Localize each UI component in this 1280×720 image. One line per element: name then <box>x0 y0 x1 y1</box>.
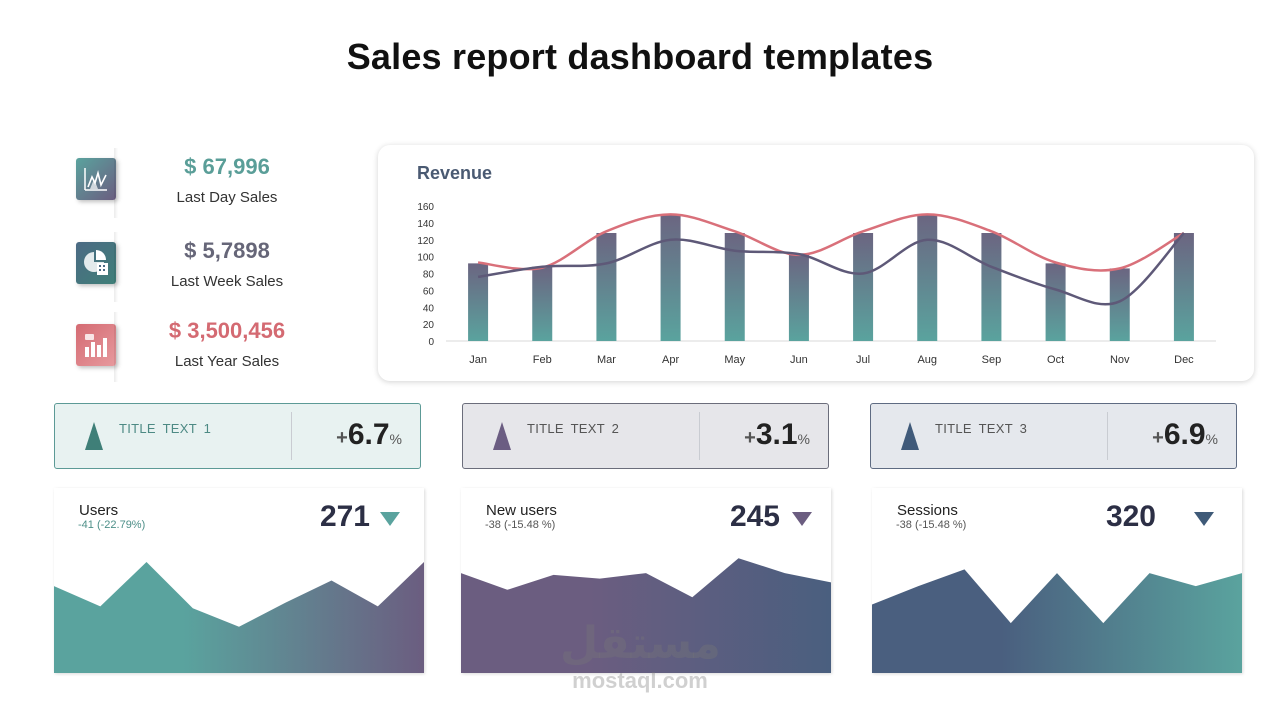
kpi-value: $ 3,500,456 <box>168 318 286 343</box>
y-tick-label: 100 <box>417 253 434 264</box>
x-tick-label: Jul <box>856 354 870 366</box>
y-tick-label: 80 <box>423 270 435 281</box>
watermark-arabic: مستقل <box>560 619 721 668</box>
triangle-down-icon <box>380 512 400 526</box>
x-tick-label: Jun <box>790 354 808 366</box>
x-tick-label: Dec <box>1174 354 1194 366</box>
title-box-2: TITLE TEXT 2 +3.1% <box>462 403 829 469</box>
kpi-last-week-sales: $ 5,7898 Last Week Sales <box>60 232 360 302</box>
kpi-last-year-sales: $ 3,500,456 Last Year Sales <box>60 312 360 382</box>
bar <box>1109 268 1130 341</box>
bar <box>917 214 938 341</box>
bar <box>788 253 809 341</box>
title-box-3: TITLE TEXT 3 +6.9% <box>870 403 1237 469</box>
title-box-label: TITLE TEXT 3 <box>935 421 1028 436</box>
metric-name: Sessions <box>897 502 958 519</box>
metric-delta: -38 (-15.48 %) <box>896 519 967 531</box>
bar <box>1045 263 1066 341</box>
title-box-label: TITLE TEXT 1 <box>119 421 212 436</box>
triangle-up-icon <box>901 422 919 450</box>
area-series <box>461 558 831 673</box>
bar <box>468 263 489 341</box>
y-tick-label: 160 <box>417 202 434 213</box>
title-box-1: TITLE TEXT 1 +6.7% <box>54 403 421 469</box>
bar <box>532 266 553 341</box>
y-tick-label: 120 <box>417 236 434 247</box>
kpi-label: Last Week Sales <box>170 273 284 290</box>
metric-delta: -38 (-15.48 %) <box>485 519 556 531</box>
chart-icon <box>76 158 116 200</box>
watermark: مستقل mostaql.com <box>560 619 721 694</box>
title-box-value: +6.7% <box>336 418 402 451</box>
y-tick-label: 140 <box>417 219 434 230</box>
revenue-chart-card: Revenue 0 20 40 60 80 100 120 140 160 Jan Feb Mar Ap… <box>378 145 1254 381</box>
line-series-1 <box>477 213 1185 272</box>
metric-name: Users <box>79 502 119 519</box>
y-tick-label: 40 <box>423 303 435 314</box>
chart-title: Revenue <box>417 163 493 183</box>
area-series <box>872 569 1242 673</box>
x-tick-label: Mar <box>597 354 616 366</box>
bar <box>981 233 1002 341</box>
bar <box>1173 233 1194 341</box>
title-box-value: +6.9% <box>1152 418 1218 451</box>
y-tick-label: 20 <box>423 320 435 331</box>
metric-value: 245 <box>729 500 780 533</box>
x-tick-label: Feb <box>533 354 552 366</box>
x-tick-label: Sep <box>982 354 1002 366</box>
metric-card-users: Users -41 (-22.79%) 271 <box>54 488 424 673</box>
metric-card-sessions: Sessions -38 (-15.48 %) 320 <box>872 488 1242 673</box>
bar <box>853 233 874 341</box>
area-series <box>54 562 424 673</box>
bar <box>660 214 681 341</box>
bar <box>724 233 745 341</box>
area-chart <box>54 562 424 673</box>
metric-delta: -41 (-22.79%) <box>78 519 146 531</box>
kpi-last-day-sales: $ 67,996 Last Day Sales <box>60 148 360 218</box>
triangle-down-icon <box>1194 512 1214 526</box>
x-tick-label: Jan <box>469 354 487 366</box>
triangle-up-icon <box>493 422 511 450</box>
line-series-2 <box>477 232 1185 306</box>
x-tick-label: Nov <box>1110 354 1130 366</box>
kpi-label: Last Day Sales <box>176 189 278 206</box>
kpi-value: $ 67,996 <box>184 154 270 179</box>
x-tick-label: Aug <box>917 354 937 366</box>
kpi-label: Last Year Sales <box>174 353 280 370</box>
x-tick-label: May <box>724 354 745 366</box>
metric-name: New users <box>486 502 557 519</box>
bar <box>596 233 617 341</box>
y-tick-label: 60 <box>423 286 435 297</box>
watermark-latin: mostaql.com <box>572 668 708 693</box>
calculator-pie-icon <box>76 242 116 284</box>
triangle-down-icon <box>792 512 812 526</box>
metric-card-new-users: New users -38 (-15.48 %) 245 <box>461 488 831 673</box>
page-title: Sales report dashboard templates <box>346 36 934 77</box>
x-tick-label: Apr <box>662 354 679 366</box>
kpi-value: $ 5,7898 <box>184 238 270 263</box>
title-box-label: TITLE TEXT 2 <box>527 421 620 436</box>
area-chart <box>872 569 1242 673</box>
metric-value: 271 <box>319 500 370 533</box>
metric-value: 320 <box>1105 500 1156 533</box>
triangle-up-icon <box>85 422 103 450</box>
title-box-value: +3.1% <box>744 418 810 451</box>
area-chart <box>461 558 831 673</box>
y-tick-label: 0 <box>428 337 434 348</box>
revenue-chart: 0 20 40 60 80 100 120 140 160 Jan Feb Mar Apr May Jun J… <box>417 202 1216 366</box>
x-tick-label: Oct <box>1047 354 1064 366</box>
bar-chart-icon <box>76 324 116 366</box>
